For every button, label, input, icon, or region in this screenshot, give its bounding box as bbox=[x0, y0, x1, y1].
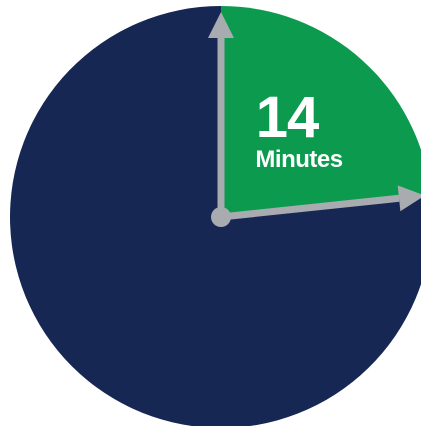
clock-hub bbox=[211, 207, 231, 227]
start-hand-arrowhead bbox=[208, 12, 234, 38]
end-hand bbox=[220, 185, 421, 221]
slice-labels: 14 Minutes bbox=[255, 85, 343, 173]
highlight-unit-label: Minutes bbox=[255, 146, 342, 173]
end-hand-arrowhead bbox=[397, 185, 421, 212]
end-hand-shaft bbox=[220, 194, 400, 221]
start-hand bbox=[208, 12, 234, 217]
clock-hands bbox=[208, 12, 421, 227]
highlight-value-label: 14 bbox=[256, 85, 319, 150]
pie-slice-0 bbox=[221, 6, 421, 217]
